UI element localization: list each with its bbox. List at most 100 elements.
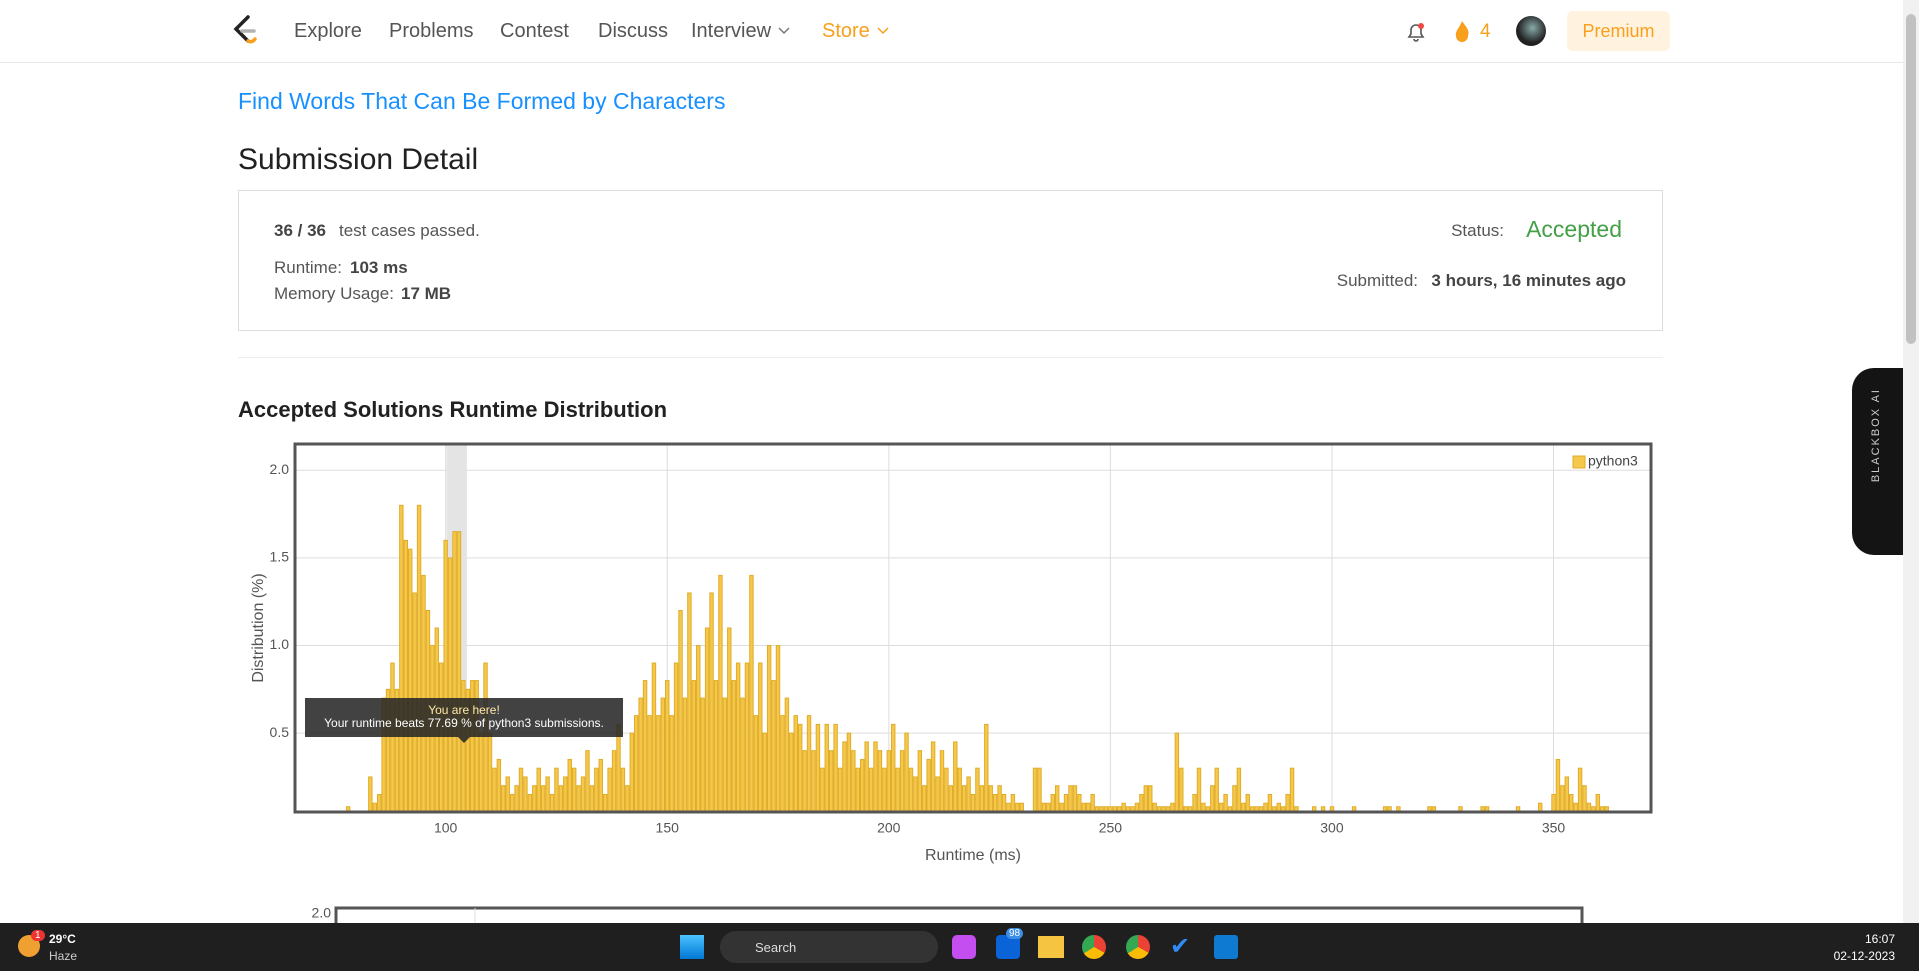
bar	[780, 715, 785, 813]
bar	[403, 539, 409, 813]
y-tick-label: 1.5	[270, 549, 290, 565]
nav-explore[interactable]: Explore	[294, 20, 362, 42]
start-button[interactable]	[680, 935, 704, 959]
bar	[935, 776, 940, 813]
bell-icon[interactable]	[1404, 20, 1428, 44]
bar	[408, 548, 413, 813]
bar	[789, 732, 794, 813]
bar	[824, 723, 829, 813]
bar	[416, 504, 422, 813]
bar	[709, 592, 714, 813]
nav-problems[interactable]: Problems	[389, 20, 474, 42]
bar	[540, 785, 546, 813]
scrollbar[interactable]	[1903, 0, 1919, 923]
taskbar: 1 29°C Haze Search 98 ✔ 16:07 02-12-2023	[0, 923, 1919, 971]
bar	[620, 767, 626, 813]
y-tick-label: 1.0	[270, 636, 290, 652]
todo-icon[interactable]: ✔	[1170, 933, 1191, 960]
temperature: 29°C	[49, 932, 76, 946]
plot-frame	[293, 442, 1653, 814]
x-tick-label: 300	[1320, 820, 1344, 836]
nav-interview[interactable]: Interview	[691, 20, 772, 42]
avatar[interactable]	[1516, 16, 1546, 46]
bar	[939, 750, 945, 813]
bar	[456, 531, 462, 813]
bar	[735, 662, 741, 813]
passed-text: test cases passed.	[339, 221, 480, 240]
bar	[1582, 785, 1587, 813]
weather-condition: Haze	[49, 949, 78, 963]
tooltip-arrow	[458, 737, 470, 743]
y-axis-label: Distribution (%)	[250, 573, 267, 682]
status-label: Status:	[1451, 221, 1504, 240]
search-box[interactable]: Search	[720, 931, 938, 963]
bar	[722, 697, 728, 813]
passed-count: 36 / 36	[274, 221, 326, 240]
bar	[806, 715, 812, 813]
bar	[877, 750, 883, 813]
bar	[1139, 793, 1144, 813]
bar	[984, 723, 989, 813]
bar	[1245, 793, 1250, 813]
blackbox-tab[interactable]: BLACKBOX AI	[1852, 368, 1903, 555]
page-heading: Submission Detail	[238, 143, 479, 176]
logo[interactable]	[230, 14, 258, 46]
bar	[966, 776, 971, 813]
bar	[1577, 767, 1583, 813]
memory-value: 17 MB	[401, 284, 452, 303]
status-value: Accepted	[1526, 216, 1622, 242]
bar	[487, 732, 493, 813]
bar	[496, 758, 502, 813]
bar	[678, 609, 683, 813]
weather-badge: 1	[31, 930, 45, 941]
bar	[399, 504, 404, 813]
premium-button[interactable]: Premium	[1567, 11, 1670, 51]
vscode-icon[interactable]	[1214, 935, 1238, 959]
bar	[642, 680, 648, 813]
bar	[638, 697, 643, 813]
search-label: Search	[755, 940, 797, 955]
bar	[452, 531, 457, 813]
app-icon[interactable]	[952, 935, 976, 959]
mail-icon[interactable]	[996, 935, 1020, 959]
bar	[1289, 767, 1295, 813]
bar	[665, 680, 670, 813]
y-tick-label: 2.0	[270, 461, 290, 477]
bar	[718, 574, 723, 813]
bar	[1569, 793, 1574, 813]
bar	[563, 776, 568, 813]
bar	[545, 776, 550, 813]
tooltip-box	[305, 698, 623, 737]
bar	[1196, 767, 1202, 813]
bar	[1560, 785, 1565, 813]
problem-link[interactable]: Find Words That Can Be Formed by Charact…	[238, 88, 726, 114]
chrome-icon[interactable]	[1082, 935, 1106, 959]
nav-store[interactable]: Store	[822, 20, 870, 42]
bar	[532, 785, 537, 813]
bar	[492, 767, 497, 813]
chrome-icon[interactable]	[1126, 935, 1150, 959]
chart-title: Accepted Solutions Runtime Distribution	[238, 397, 667, 422]
bar	[647, 715, 652, 813]
bar	[992, 793, 998, 813]
bar	[1267, 793, 1273, 813]
nav-discuss[interactable]: Discuss	[598, 20, 669, 42]
bar	[656, 715, 661, 813]
bar	[567, 758, 572, 813]
bar	[527, 793, 533, 813]
bar	[421, 574, 426, 813]
bar	[483, 662, 488, 813]
next-chart-tick: 2.0	[312, 905, 332, 921]
bar	[602, 793, 608, 813]
bar	[580, 776, 586, 813]
x-axis-label: Runtime (ms)	[925, 847, 1021, 864]
chevron	[877, 27, 889, 35]
folder-icon[interactable]	[1038, 936, 1064, 958]
nav-contest[interactable]: Contest	[500, 20, 569, 42]
bar	[501, 785, 506, 813]
bar	[1143, 785, 1149, 813]
bar	[970, 793, 976, 813]
bar	[673, 662, 679, 813]
bar	[731, 680, 736, 813]
bar	[758, 662, 763, 813]
